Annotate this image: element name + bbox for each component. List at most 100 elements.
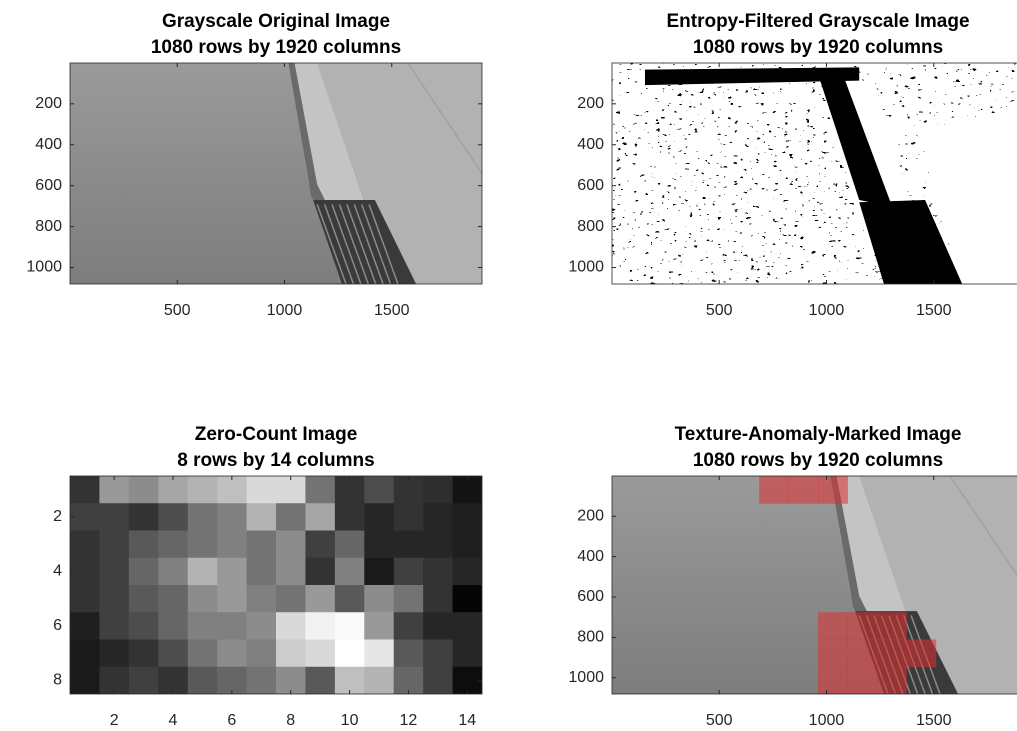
heatmap-cell (99, 612, 129, 640)
heatmap-cell (129, 667, 159, 695)
heatmap-cell (394, 640, 424, 668)
heatmap-cell (129, 640, 159, 668)
heatmap-cell (188, 640, 218, 668)
heatmap-cell (70, 612, 100, 640)
x-tick-label: 14 (458, 712, 476, 729)
heatmap-cell (99, 640, 129, 668)
chart-title: Texture-Anomaly-Marked Image (675, 424, 962, 445)
heatmap-cell (305, 476, 335, 504)
anomaly-block (818, 612, 848, 640)
y-tick-label: 400 (577, 548, 604, 565)
heatmap-cell (158, 612, 188, 640)
heatmap-cell (217, 558, 247, 586)
y-tick-label: 600 (577, 588, 604, 605)
heatmap-cell (70, 558, 100, 586)
heatmap-cell (217, 476, 247, 504)
heatmap-cell (394, 558, 424, 586)
chart-title: Grayscale Original Image (162, 11, 390, 32)
x-tick-label: 2 (110, 712, 119, 729)
anomaly-block (847, 612, 877, 640)
heatmap-cell (335, 503, 365, 531)
heatmap-cell (158, 640, 188, 668)
heatmap-cell (335, 640, 365, 668)
y-tick-label: 8 (53, 672, 62, 689)
heatmap-cell (364, 585, 394, 613)
heatmap-cell (129, 612, 159, 640)
x-tick-label: 1500 (916, 712, 952, 729)
heatmap-cell (423, 558, 453, 586)
heatmap-cell (158, 503, 188, 531)
heatmap-cell (217, 640, 247, 668)
y-tick-label: 6 (53, 617, 62, 634)
anomaly-block (847, 667, 877, 695)
heatmap-cell (394, 585, 424, 613)
x-tick-label: 10 (341, 712, 359, 729)
x-tick-label: 6 (227, 712, 236, 729)
heatmap-cell (158, 476, 188, 504)
plot-area (70, 476, 483, 695)
heatmap-cell (305, 558, 335, 586)
chart-subtitle: 1080 rows by 1920 columns (693, 37, 943, 58)
y-tick-label: 600 (577, 177, 604, 194)
chart-subtitle: 1080 rows by 1920 columns (693, 450, 943, 471)
heatmap-cell (70, 585, 100, 613)
anomaly-block (877, 667, 907, 695)
heatmap-cell (217, 503, 247, 531)
heatmap-cell (305, 585, 335, 613)
heatmap-cell (70, 476, 100, 504)
heatmap-cell (305, 667, 335, 695)
x-tick-label: 1500 (916, 302, 952, 319)
y-tick-label: 200 (577, 95, 604, 112)
heatmap-cell (247, 558, 277, 586)
heatmap-cell (276, 585, 306, 613)
heatmap-cell (305, 531, 335, 559)
heatmap-cell (335, 612, 365, 640)
anomaly-block (847, 640, 877, 668)
x-tick-label: 1500 (374, 302, 410, 319)
y-tick-label: 4 (53, 563, 62, 580)
heatmap-cell (99, 476, 129, 504)
heatmap-cell (247, 612, 277, 640)
x-tick-label: 1000 (267, 302, 303, 319)
plot-area (70, 63, 482, 284)
y-tick-label: 200 (577, 507, 604, 524)
heatmap-cell (188, 667, 218, 695)
heatmap-cell (423, 476, 453, 504)
heatmap-cell (423, 640, 453, 668)
heatmap-cell (423, 612, 453, 640)
chart-title: Zero-Count Image (195, 424, 358, 445)
heatmap-cell (394, 476, 424, 504)
heatmap-cell (335, 531, 365, 559)
y-tick-label: 1000 (568, 259, 604, 276)
heatmap-cell (158, 585, 188, 613)
heatmap-cell (99, 558, 129, 586)
heatmap-cell (364, 667, 394, 695)
heatmap-cell (364, 503, 394, 531)
y-tick-label: 800 (577, 218, 604, 235)
y-tick-label: 800 (577, 629, 604, 646)
y-tick-label: 1000 (568, 669, 604, 686)
plot-area (612, 63, 1017, 284)
plot-area (612, 476, 1017, 695)
heatmap-cell (423, 585, 453, 613)
heatmap-cell (129, 558, 159, 586)
heatmap-cell (453, 640, 483, 668)
heatmap-cell (364, 612, 394, 640)
heatmap-cell (364, 640, 394, 668)
heatmap-cell (247, 531, 277, 559)
anomaly-block (818, 640, 848, 668)
y-tick-label: 800 (35, 218, 62, 235)
y-tick-label: 400 (577, 136, 604, 153)
x-tick-label: 4 (169, 712, 178, 729)
x-tick-label: 500 (706, 302, 733, 319)
heatmap-cell (158, 558, 188, 586)
anomaly-block (759, 476, 789, 504)
chart-subtitle: 8 rows by 14 columns (177, 450, 374, 471)
heatmap-cell (276, 640, 306, 668)
y-tick-label: 400 (35, 136, 62, 153)
heatmap-cell (247, 503, 277, 531)
heatmap-cell (70, 531, 100, 559)
heatmap-cell (364, 558, 394, 586)
heatmap-cell (129, 585, 159, 613)
figure: Grayscale Original Image 1080 rows by 192… (0, 0, 1017, 731)
